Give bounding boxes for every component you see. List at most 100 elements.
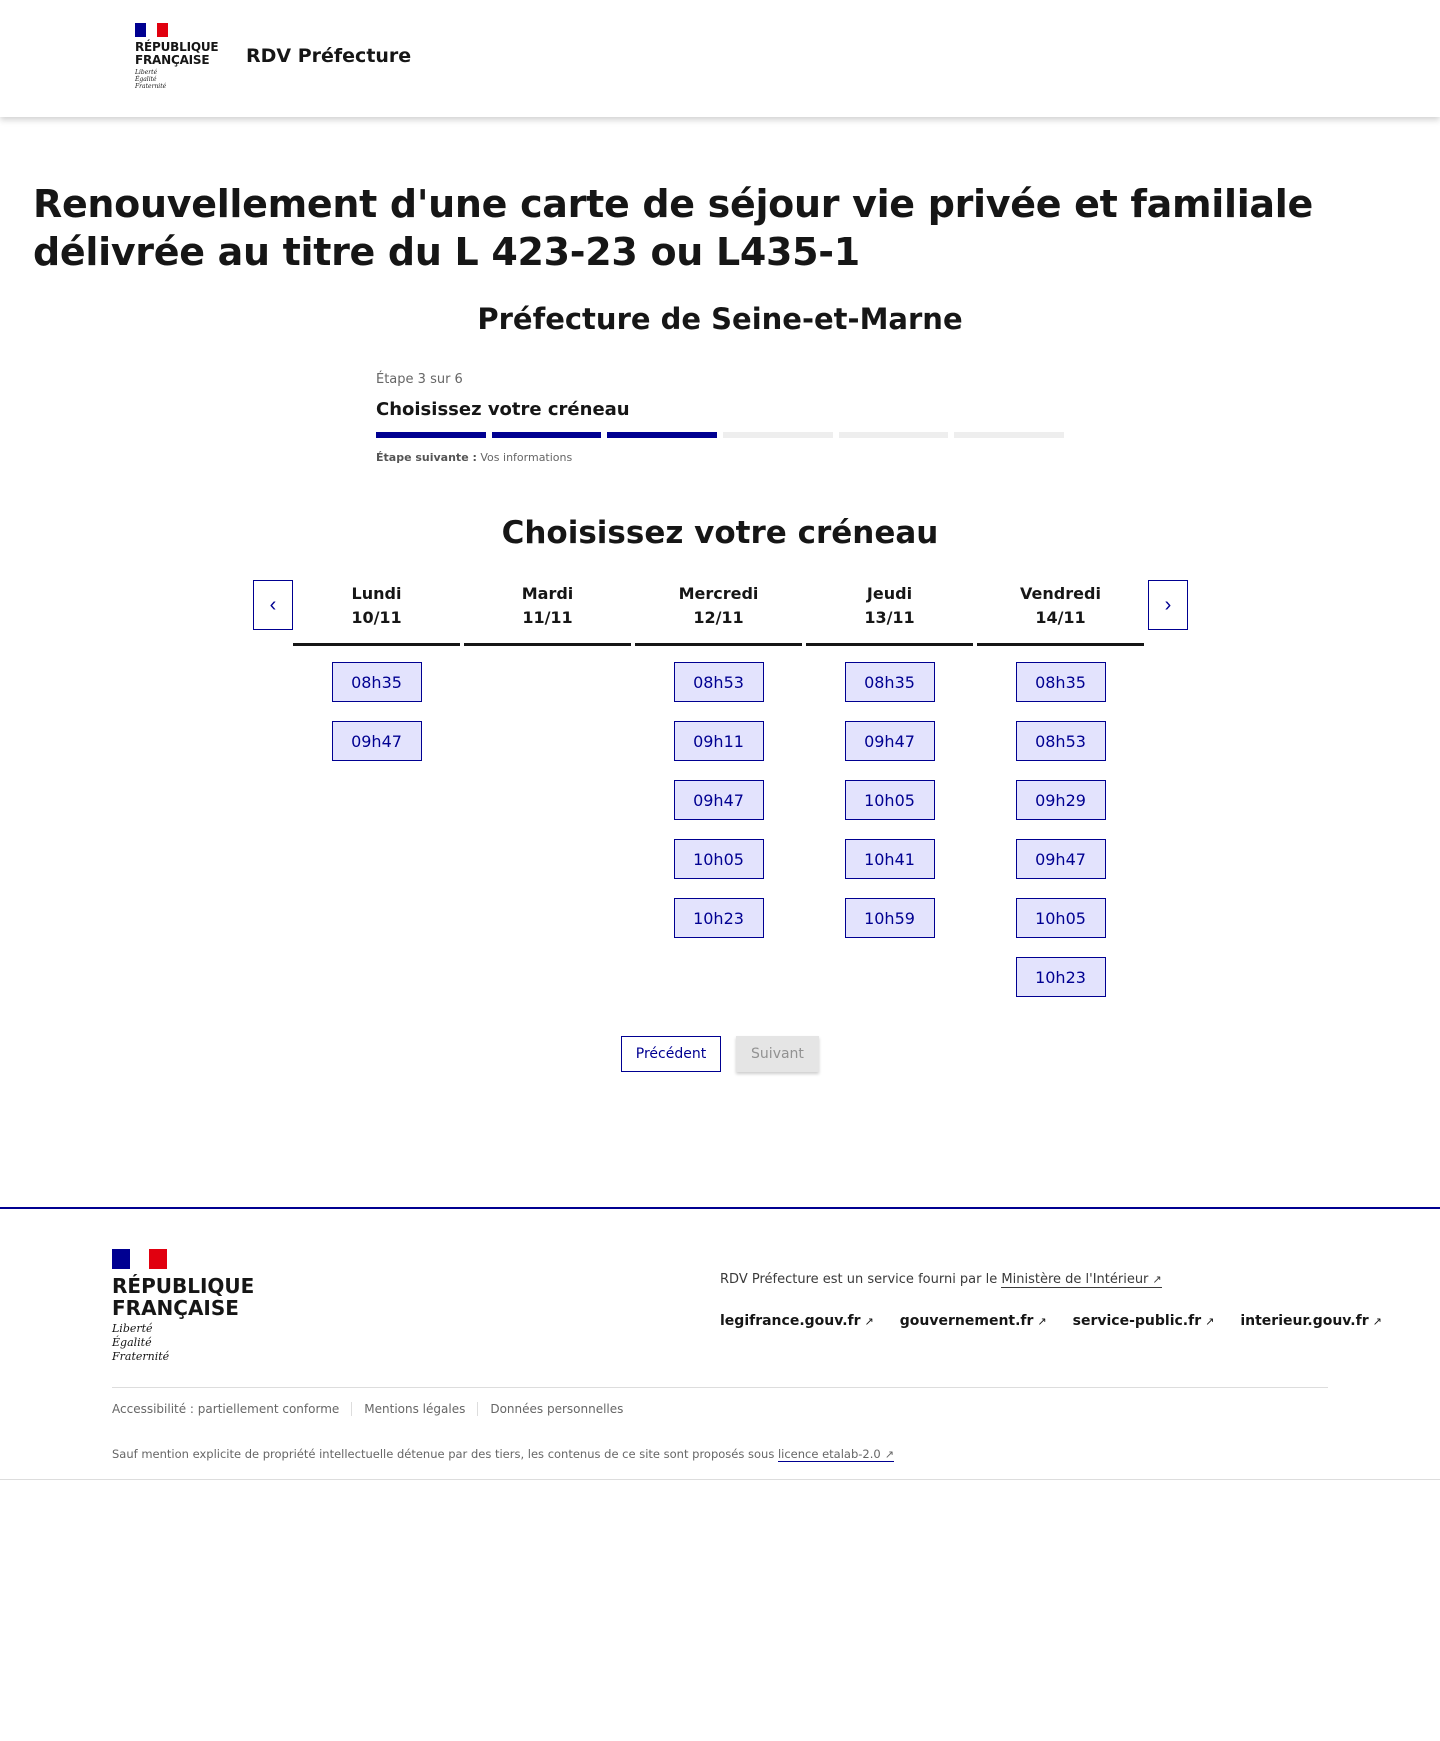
motto-line: Égalité — [135, 76, 157, 83]
next-step-label: Étape suivante : — [376, 451, 477, 464]
time-slot-button[interactable]: 09h29 — [1015, 780, 1106, 820]
footer-description-text: RDV Préfecture est un service fourni par… — [720, 1272, 998, 1287]
footer-divider — [112, 1387, 1328, 1388]
day-date: 13/11 — [864, 608, 915, 627]
time-slot-button[interactable]: 09h47 — [331, 721, 422, 761]
next-week-button[interactable]: › — [1148, 580, 1188, 630]
external-link-icon: ↗ — [1205, 1315, 1215, 1328]
motto-line: Liberté — [112, 1322, 153, 1335]
legal-notice-link[interactable]: Mentions légales — [351, 1402, 477, 1416]
day-header: Mardi 11/11 — [464, 580, 631, 646]
license-notice: Sauf mention explicite de propriété inte… — [112, 1447, 894, 1462]
time-slot-button[interactable]: 10h59 — [844, 898, 935, 938]
motto-line: Liberté — [135, 69, 158, 76]
footer-links: legifrance.gouv.fr ↗ gouvernement.fr ↗ ser… — [720, 1313, 1382, 1329]
footer-link-label: gouvernement.fr — [899, 1313, 1034, 1329]
next-step: Étape suivante : Vos informations — [376, 451, 1064, 464]
license-link-label: licence etalab-2.0 — [777, 1447, 881, 1461]
time-slot-button[interactable]: 10h05 — [673, 839, 764, 879]
external-link-icon: ↗ — [1152, 1273, 1162, 1286]
footer-bottom-links: Accessibilité : partiellement conforme M… — [112, 1402, 635, 1416]
license-text: Sauf mention explicite de propriété inte… — [112, 1447, 775, 1461]
footer-link-gouvernement[interactable]: gouvernement.fr ↗ — [900, 1313, 1047, 1329]
time-slot-button[interactable]: 09h47 — [673, 780, 764, 820]
footer-link-label: legifrance.gouv.fr — [720, 1313, 861, 1329]
logo-text-line1: RÉPUBLIQUE — [135, 40, 219, 54]
license-link[interactable]: licence etalab-2.0 ↗ — [777, 1447, 894, 1462]
day-date: 12/11 — [693, 608, 744, 627]
footer-link-service-public[interactable]: service-public.fr ↗ — [1073, 1313, 1215, 1329]
day-column: Vendredi 14/11 08h35 08h53 09h29 09h47 10h05 10… — [977, 580, 1144, 997]
personal-data-link[interactable]: Données personnelles — [477, 1402, 635, 1416]
site-title[interactable]: RDV Préfecture — [246, 45, 412, 67]
external-link-icon: ↗ — [1037, 1315, 1047, 1328]
step-segment — [838, 432, 949, 438]
step-segment — [954, 432, 1065, 438]
step-segment — [376, 432, 486, 438]
motto-line: Égalité — [112, 1336, 152, 1349]
external-link-icon: ↗ — [1372, 1315, 1382, 1328]
site-header: RÉPUBLIQUE FRANÇAISE Liberté Égalité Fra… — [0, 0, 1440, 117]
day-name: Mardi — [521, 584, 574, 603]
next-step-value: Vos informations — [480, 451, 573, 464]
time-slot-button[interactable]: 09h11 — [673, 721, 764, 761]
time-slot-button[interactable]: 08h53 — [673, 662, 764, 702]
day-header: Lundi 10/11 — [293, 580, 460, 646]
day-header: Jeudi 13/11 — [806, 580, 973, 646]
next-button[interactable]: Suivant — [736, 1036, 819, 1072]
prefecture-subtitle: Préfecture de Seine-et-Marne — [477, 302, 963, 336]
logo-text-line1: RÉPUBLIQUE — [112, 1274, 255, 1298]
day-name: Mercredi — [678, 584, 759, 603]
motto-line: Fraternité — [112, 1350, 170, 1363]
day-column: Jeudi 13/11 08h35 09h47 10h05 10h41 10h59 — [806, 580, 973, 938]
day-date: 10/11 — [351, 608, 402, 627]
time-slot-button[interactable]: 10h23 — [1015, 957, 1106, 997]
flag-icon — [112, 1249, 167, 1269]
time-slot-button[interactable]: 09h47 — [1015, 839, 1106, 879]
day-name: Lundi — [351, 584, 402, 603]
ministry-link-label: Ministère de l'Intérieur — [1001, 1272, 1149, 1287]
ministry-link[interactable]: Ministère de l'Intérieur ↗ — [1001, 1272, 1162, 1288]
stepper: Étape 3 sur 6 Choisissez votre créneau É… — [376, 372, 1065, 464]
page-title: Renouvellement d'une carte de séjour vie… — [33, 182, 1313, 274]
day-column: Mercredi 12/11 08h53 09h11 09h47 10h05 10h23 — [635, 580, 802, 938]
logo-text-line2: FRANÇAISE — [112, 1296, 239, 1320]
time-slot-button[interactable]: 10h05 — [844, 780, 935, 820]
motto-line: Fraternité — [135, 83, 167, 90]
republique-francaise-logo[interactable]: RÉPUBLIQUE FRANÇAISE Liberté Égalité Fra… — [135, 23, 219, 90]
site-footer: RÉPUBLIQUE FRANÇAISE Liberté Égalité Fra… — [0, 1207, 1440, 1480]
footer-link-interieur[interactable]: interieur.gouv.fr ↗ — [1240, 1313, 1381, 1329]
day-column: Lundi 10/11 08h35 09h47 — [293, 580, 460, 761]
step-segment — [607, 432, 718, 438]
day-name: Vendredi — [1020, 584, 1101, 603]
time-slot-button[interactable]: 08h35 — [1015, 662, 1106, 702]
step-progress-bar — [376, 432, 1065, 438]
step-count: Étape 3 sur 6 — [376, 372, 463, 387]
day-column: Mardi 11/11 — [464, 580, 631, 646]
previous-button[interactable]: Précédent — [621, 1036, 721, 1072]
time-slot-button[interactable]: 08h35 — [844, 662, 935, 702]
time-slot-button[interactable]: 10h05 — [1015, 898, 1106, 938]
time-slot-button[interactable]: 10h41 — [844, 839, 935, 879]
time-slot-button[interactable]: 08h53 — [1015, 721, 1106, 761]
footer-logo[interactable]: RÉPUBLIQUE FRANÇAISE Liberté Égalité Fra… — [112, 1249, 254, 1364]
day-header: Mercredi 12/11 — [635, 580, 802, 646]
day-date: 11/11 — [522, 608, 573, 627]
time-slot-button[interactable]: 09h47 — [844, 721, 935, 761]
step-segment — [723, 432, 833, 438]
external-link-icon: ↗ — [884, 1448, 894, 1461]
flag-icon — [135, 23, 168, 37]
accessibility-link[interactable]: Accessibilité : partiellement conforme — [112, 1402, 340, 1416]
footer-link-label: service-public.fr — [1072, 1313, 1202, 1329]
chevron-right-icon: › — [1164, 593, 1172, 616]
footer-link-legifrance[interactable]: legifrance.gouv.fr ↗ — [720, 1313, 874, 1329]
day-header: Vendredi 14/11 — [977, 580, 1144, 646]
day-name: Jeudi — [866, 584, 913, 603]
footer-link-label: interieur.gouv.fr — [1240, 1313, 1369, 1329]
previous-week-button[interactable]: ‹ — [253, 580, 293, 630]
step-title: Choisissez votre créneau — [376, 399, 630, 420]
footer-description: RDV Préfecture est un service fourni par… — [720, 1272, 1162, 1288]
time-slot-button[interactable]: 08h35 — [331, 662, 422, 702]
chevron-left-icon: ‹ — [269, 593, 277, 616]
time-slot-button[interactable]: 10h23 — [673, 898, 764, 938]
